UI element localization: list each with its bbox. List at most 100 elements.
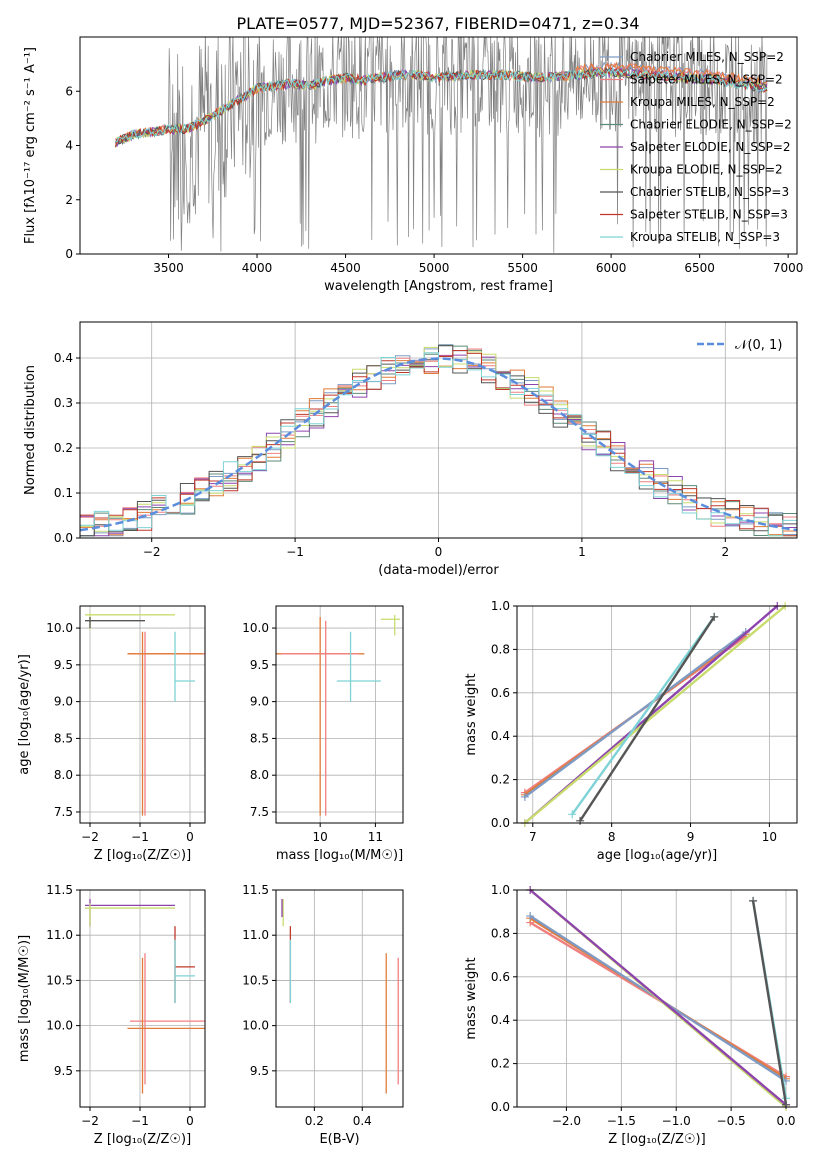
x-tick-label: −1.5 — [607, 1114, 636, 1128]
weight-marker — [749, 896, 758, 905]
x-tick-label: −0.5 — [717, 1114, 746, 1128]
x-tick-label: 10 — [762, 830, 777, 844]
data-point — [85, 903, 175, 927]
plot-area — [85, 899, 205, 1094]
data-point — [380, 614, 401, 636]
weight-line — [529, 889, 787, 1106]
x-tick-label: −1 — [286, 545, 304, 559]
y-tick-label: 9.0 — [250, 695, 269, 709]
x-tick-label: 0.4 — [353, 1114, 372, 1128]
y-tick-label: 0.0 — [491, 1100, 510, 1114]
weight-line — [524, 631, 747, 798]
weight-line — [524, 605, 786, 824]
y-tick-label: 10.0 — [242, 621, 269, 635]
y-axis-label: Normed distribution — [23, 365, 38, 495]
plot-area — [520, 602, 790, 827]
y-tick-label: 0 — [65, 247, 73, 261]
x-tick-label: 0.2 — [305, 1114, 324, 1128]
x-axis-label: mass [log₁₀(M/M☉)] — [276, 848, 403, 863]
y-tick-label: 9.5 — [250, 658, 269, 672]
residuals-panel: −2 −1 0 1 2 0.0 0.1 0.2 0.3 0.4 (data-model)/error… — [23, 321, 798, 578]
axes-frame — [79, 889, 206, 1108]
data-point — [174, 926, 195, 1004]
y-tick-label: 10.0 — [46, 1019, 73, 1033]
plot-area — [526, 886, 791, 1111]
y-tick-label: 0.1 — [54, 486, 73, 500]
mass-vs-ebv-panel: 0.2 0.4 9.5 10.0 10.5 11.0 11.5 E(B-V) — [242, 883, 404, 1147]
x-tick-label: 6500 — [684, 261, 715, 275]
data-point — [127, 631, 205, 816]
y-tick-label: 0.6 — [491, 970, 510, 984]
age-vs-metallicity-panel: −2 −1 0 7.5 8.0 8.5 9.0 9.5 10.0 Z [log₁₀(Z/Z☉)] a… — [17, 605, 206, 863]
x-axis-label: wavelength [Angstrom, rest frame] — [324, 279, 553, 294]
x-tick-label: −2 — [143, 545, 161, 559]
data-point — [85, 617, 145, 629]
x-tick-label: 3500 — [153, 261, 184, 275]
y-tick-label: 8.5 — [250, 731, 269, 745]
axes-frame — [79, 321, 798, 539]
legend: Chabrier MILES, N_SSP=2 Salpeter MILES, N… — [600, 50, 792, 244]
y-tick-label: 0.0 — [54, 531, 73, 545]
legend-label: Kroupa ELODIE, N_SSP=2 — [630, 163, 783, 177]
y-axis-label: mass [log₁₀(M/M☉)] — [17, 935, 32, 1062]
x-tick-label: 0 — [186, 1114, 194, 1128]
x-tick-label: 4500 — [330, 261, 361, 275]
y-tick-label: 11.0 — [242, 928, 269, 942]
x-tick-label: 0.0 — [776, 1114, 795, 1128]
x-tick-label: 5500 — [507, 261, 538, 275]
data-point — [85, 613, 175, 630]
axes-frame — [79, 36, 798, 255]
weight-line — [571, 616, 716, 816]
y-tick-label: 0.2 — [491, 1057, 510, 1071]
weight-vs-metallicity-panel: −2.0 −1.5 −1.0 −0.5 0.0 0.0 0.2 0.4 0.6 0.8 1.0 Z [… — [464, 883, 798, 1147]
y-tick-label: 6 — [65, 84, 73, 98]
x-tick-label: 6000 — [596, 261, 627, 275]
normal-curve — [79, 357, 798, 532]
legend-label: Salpeter ELODIE, N_SSP=2 — [630, 140, 791, 154]
plot-area — [85, 613, 205, 816]
y-tick-label: 1.0 — [491, 883, 510, 897]
x-tick-label: −1.0 — [662, 1114, 691, 1128]
y-tick-label: 10.0 — [46, 621, 73, 635]
x-tick-label: −1 — [131, 1114, 149, 1128]
y-tick-label: 9.5 — [54, 1064, 73, 1078]
grid-lines — [276, 889, 403, 1107]
x-tick-label: −2.0 — [552, 1114, 581, 1128]
weight-marker — [710, 612, 719, 621]
x-tick-label: 5000 — [419, 261, 450, 275]
spectrum-panel: 3500 4000 4500 5000 5500 6000 6500 7000 0 2 4 6 wave… — [23, 36, 804, 294]
x-tick-label: 7000 — [773, 261, 804, 275]
weight-vs-age-panel: 7 8 9 10 0.0 0.2 0.4 0.6 0.8 1.0 age [log₁₀(age/yr… — [464, 599, 798, 863]
histogram-line — [80, 352, 797, 537]
x-tick-label: −1 — [131, 830, 149, 844]
x-tick-label: 11 — [368, 830, 383, 844]
axes-frame — [516, 889, 798, 1108]
y-tick-label: 9.5 — [54, 658, 73, 672]
legend-label: Kroupa MILES, N_SSP=2 — [630, 95, 775, 109]
y-tick-label: 8.0 — [54, 768, 73, 782]
data-point — [174, 939, 195, 1004]
legend-label: Chabrier STELIB, N_SSP=3 — [630, 185, 789, 199]
y-tick-label: 1.0 — [491, 599, 510, 613]
grid-lines — [517, 605, 797, 824]
legend-label: Kroupa STELIB, N_SSP=3 — [630, 230, 780, 244]
y-axis-label: mass weight — [464, 957, 479, 1039]
x-tick-label: 1 — [578, 545, 586, 559]
y-tick-label: 10.5 — [242, 973, 269, 987]
weight-marker — [568, 810, 577, 819]
legend-label: Salpeter STELIB, N_SSP=3 — [630, 208, 788, 222]
axes-frame — [516, 605, 798, 824]
x-tick-label: 8 — [608, 830, 616, 844]
y-tick-label: 0.4 — [491, 729, 510, 743]
y-tick-label: 0.2 — [491, 773, 510, 787]
x-axis-label: Z [log₁₀(Z/Z☉)] — [94, 1132, 191, 1147]
plot-area — [276, 614, 401, 816]
data-point — [127, 631, 203, 816]
model-spectrum-line — [115, 66, 768, 143]
x-tick-label: 0 — [186, 830, 194, 844]
mass-vs-metallicity-panel: −2 −1 0 9.5 10.0 10.5 11.0 11.5 Z [log₁₀(Z/Z☉)] m… — [17, 883, 206, 1147]
x-axis-label: age [log₁₀(age/yr)] — [597, 848, 718, 863]
y-tick-label: 0.8 — [491, 926, 510, 940]
y-tick-label: 9.5 — [250, 1064, 269, 1078]
